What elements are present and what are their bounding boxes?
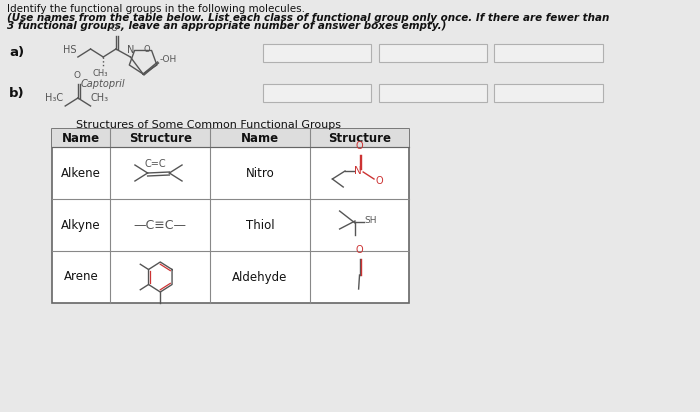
Text: Structure: Structure [328, 131, 391, 145]
Text: Nitro: Nitro [246, 166, 274, 180]
Text: C=C: C=C [145, 159, 167, 169]
Text: a): a) [9, 46, 25, 59]
Text: N: N [127, 45, 134, 55]
Bar [379, 44, 487, 62]
Text: N: N [354, 166, 362, 176]
Text: O: O [356, 245, 363, 255]
Text: O: O [376, 176, 384, 186]
Text: Alkene: Alkene [61, 166, 101, 180]
Bar [52, 129, 410, 303]
Text: (Use names from the table below. List each class of functional group only once. : (Use names from the table below. List ea… [7, 13, 610, 23]
Text: Structure: Structure [129, 131, 192, 145]
Bar [262, 84, 371, 102]
Text: Arene: Arene [64, 271, 99, 283]
Bar [379, 84, 487, 102]
Bar [52, 129, 410, 303]
Text: Aldehyde: Aldehyde [232, 271, 288, 283]
Text: Name: Name [62, 131, 100, 145]
Text: O: O [356, 141, 363, 151]
Text: Captopril: Captopril [81, 79, 125, 89]
Text: HS: HS [64, 45, 77, 55]
Text: Identify the functional groups in the following molecules.: Identify the functional groups in the fo… [7, 4, 305, 14]
Text: CH₃: CH₃ [90, 93, 108, 103]
Text: Thiol: Thiol [246, 218, 274, 232]
Text: 3 functional groups, leave an appropriate number of answer boxes empty.): 3 functional groups, leave an appropriat… [7, 21, 447, 31]
Text: —C≡C—: —C≡C— [134, 218, 187, 232]
Text: O: O [144, 45, 150, 54]
Text: O: O [111, 24, 118, 33]
Bar [262, 44, 371, 62]
Text: Name: Name [241, 131, 279, 145]
Text: SH: SH [364, 215, 377, 225]
Text: Structures of Some Common Functional Groups: Structures of Some Common Functional Gro… [76, 120, 341, 130]
Text: b): b) [9, 87, 25, 100]
Text: Alkyne: Alkyne [61, 218, 101, 232]
Bar [52, 129, 410, 147]
Text: O: O [74, 71, 80, 80]
Text: CH₃: CH₃ [93, 69, 108, 78]
Text: -OH: -OH [160, 54, 176, 63]
Text: H₃C: H₃C [46, 93, 64, 103]
Bar [494, 44, 603, 62]
Bar [494, 84, 603, 102]
